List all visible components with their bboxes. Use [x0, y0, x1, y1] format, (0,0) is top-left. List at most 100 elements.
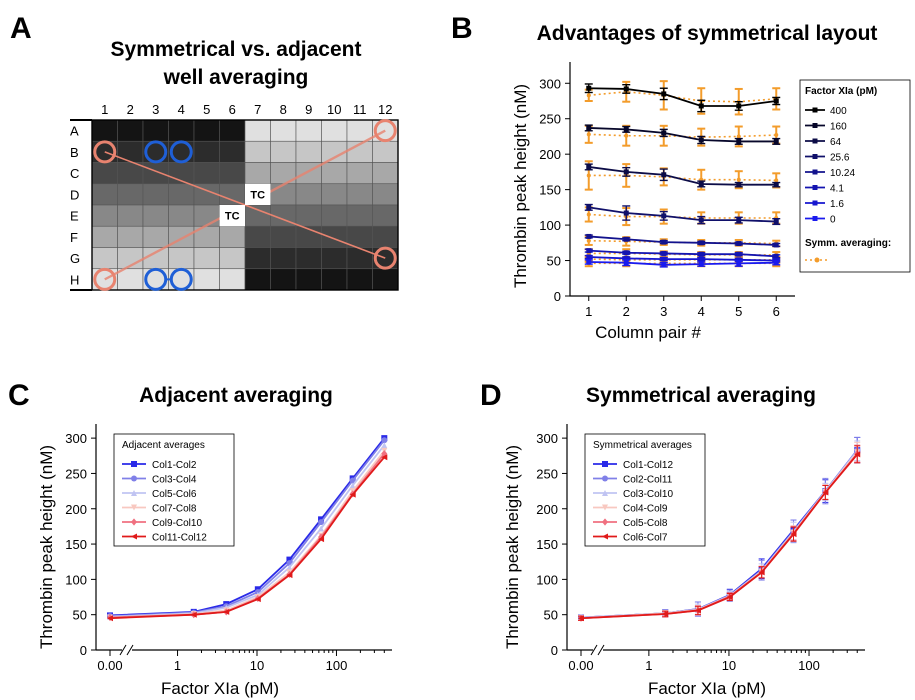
- data-point: [661, 91, 667, 97]
- plate-well: [321, 247, 348, 270]
- adjacent-well-circle: [169, 140, 193, 164]
- adjacent-well-circle: [144, 140, 168, 164]
- data-point: [773, 98, 779, 104]
- data-point: [773, 260, 779, 266]
- legend-symm-marker: [814, 257, 820, 263]
- data-point: [286, 572, 293, 579]
- data-point: [254, 596, 261, 603]
- plate-well: [193, 119, 220, 142]
- plate-well: [372, 225, 399, 248]
- x-tick-label: 2: [623, 304, 630, 319]
- panel-a-title-line2: well averaging: [163, 66, 309, 89]
- plate-row-label: F: [70, 230, 78, 245]
- legend-swatch-marker: [131, 475, 137, 482]
- plate-column-label: 10: [327, 102, 341, 117]
- plate-well: [91, 225, 118, 248]
- data-point: [698, 103, 704, 109]
- legend-swatch-marker: [602, 490, 608, 496]
- series-line: [109, 437, 386, 617]
- data-point: [586, 259, 592, 265]
- y-tick-label: 0: [554, 289, 561, 304]
- legend-swatch-marker: [812, 123, 818, 128]
- chart-c-xlabel: Factor XIa (pM): [161, 679, 279, 698]
- data-point: [623, 250, 629, 256]
- symmetric-point: [586, 238, 591, 243]
- y-tick-label: 150: [539, 183, 561, 198]
- plate-column-label: 3: [152, 102, 159, 117]
- y-tick-label: 50: [544, 608, 558, 623]
- symmetric-well-circle: [93, 140, 117, 164]
- plate-well: [193, 204, 220, 227]
- legend-label: Col3-Col10: [623, 489, 673, 500]
- data-point: [773, 138, 779, 144]
- series-line: [588, 87, 777, 107]
- legend-label: 10.24: [830, 168, 855, 179]
- symmetric-well-circle: [93, 267, 117, 291]
- data-point: [286, 564, 293, 571]
- plate-well: [321, 162, 348, 185]
- y-tick-label: 0: [551, 643, 558, 658]
- data-point: [736, 257, 742, 263]
- series-line: [588, 249, 777, 258]
- data-point: [758, 569, 765, 576]
- legend-label: 1.6: [830, 199, 844, 210]
- plate-well: [321, 183, 348, 206]
- y-tick-label: 200: [536, 502, 558, 517]
- plate-well: [117, 119, 144, 142]
- symmetric-well-circle: [373, 119, 397, 143]
- plate-well: [91, 183, 118, 206]
- plate-well: [295, 140, 322, 163]
- symmetric-series-line: [588, 90, 777, 103]
- x-tick-label: 1: [585, 304, 592, 319]
- data-point: [586, 164, 592, 170]
- legend-swatch-marker: [812, 154, 818, 159]
- x-tick-label: 1: [174, 658, 181, 673]
- data-point: [381, 437, 388, 444]
- plate-row-label: B: [70, 145, 79, 160]
- plate-well: [321, 225, 348, 248]
- y-tick-label: 100: [539, 218, 561, 233]
- series-line: [580, 453, 858, 620]
- series-line: [588, 235, 777, 246]
- data-point: [349, 491, 356, 498]
- plate-well: [270, 183, 297, 206]
- legend-label: 0: [830, 215, 836, 226]
- symmetric-point: [736, 134, 741, 139]
- plate-well: [372, 162, 399, 185]
- legend-swatch-marker: [812, 185, 818, 190]
- plate-well: [219, 183, 246, 206]
- plate-well: [270, 119, 297, 142]
- data-point: [661, 262, 667, 268]
- plate-well: [372, 268, 399, 291]
- legend-swatch-marker: [131, 533, 137, 540]
- legend-label: Col6-Col7: [623, 533, 668, 544]
- chart-c-legend: [113, 433, 235, 547]
- plate-well: [91, 204, 118, 227]
- plate-well: [219, 268, 246, 291]
- x-tick-label: 10: [250, 658, 264, 673]
- legend-label: Col4-Col9: [623, 504, 668, 515]
- plate-well: [168, 119, 195, 142]
- data-point: [623, 236, 629, 242]
- chart-d-ylabel: Thrombin peak height (nM): [503, 445, 522, 649]
- data-point: [586, 204, 592, 210]
- data-point: [698, 240, 704, 246]
- x-tick-label: 1: [645, 658, 652, 673]
- plate-column-label: 7: [254, 102, 261, 117]
- tc-well: [219, 205, 245, 227]
- data-point: [773, 182, 779, 188]
- y-tick-label: 300: [536, 431, 558, 446]
- data-point: [623, 210, 629, 216]
- x-tick-label: 0.00: [568, 658, 593, 673]
- data-point: [349, 482, 356, 489]
- plate-well: [142, 119, 169, 142]
- data-point: [698, 261, 704, 267]
- legend-swatch-marker: [812, 138, 818, 144]
- plate-well: [168, 204, 195, 227]
- legend-swatch-marker: [131, 504, 137, 511]
- legend-swatch-marker: [812, 216, 818, 221]
- data-point: [662, 610, 669, 617]
- tc-label: TC: [225, 211, 240, 223]
- chart-c: 0 50 100 150 200 250 300 0.00 1 10 100 Adjacent ave…: [65, 424, 392, 673]
